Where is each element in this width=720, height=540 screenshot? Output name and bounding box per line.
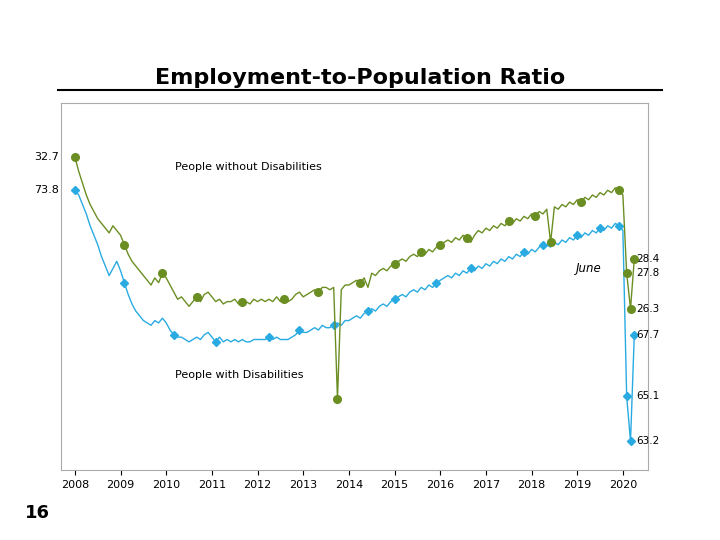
Text: 32.7: 32.7 [34,152,59,162]
Text: June: June [576,262,601,275]
Text: Employment-to-Population Ratio: Employment-to-Population Ratio [155,68,565,89]
Text: 73.8: 73.8 [34,185,59,195]
Text: People without Disabilities: People without Disabilities [176,161,322,172]
Text: People with Disabilities: People with Disabilities [176,370,304,380]
Text: 16: 16 [25,504,50,522]
Text: 63.2: 63.2 [636,436,660,447]
Text: 27.8: 27.8 [636,268,660,278]
Text: #nTIDELearn: #nTIDELearn [13,16,108,29]
Text: 65.1: 65.1 [636,392,660,401]
Text: 28.4: 28.4 [636,254,660,264]
Text: 67.7: 67.7 [636,330,660,340]
Text: 26.3: 26.3 [636,303,660,314]
